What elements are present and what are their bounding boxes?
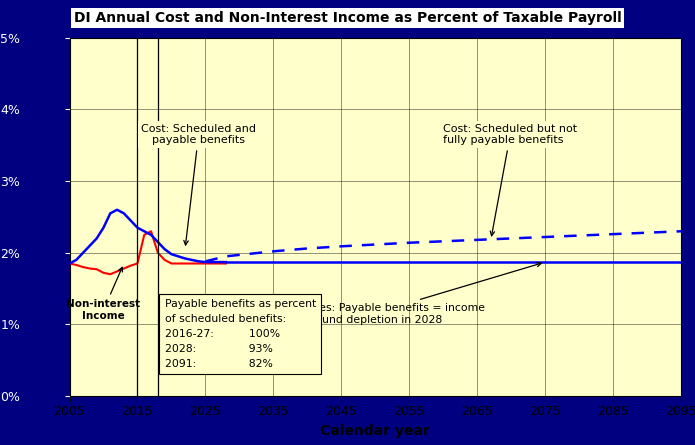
Text: Expenditures: Payable benefits = income
after trust fund depletion in 2028: Expenditures: Payable benefits = income … (260, 263, 541, 324)
Text: DI Annual Cost and Non-Interest Income as Percent of Taxable Payroll: DI Annual Cost and Non-Interest Income a… (74, 11, 621, 25)
Text: Cost: Scheduled and
payable benefits: Cost: Scheduled and payable benefits (141, 124, 256, 245)
Text: Non-interest
Income: Non-interest Income (67, 267, 140, 321)
Text: Cost: Scheduled but not
fully payable benefits: Cost: Scheduled but not fully payable be… (443, 124, 578, 236)
X-axis label: Calendar year: Calendar year (320, 424, 430, 437)
Text: Payable benefits as percent
of scheduled benefits:
2016-27:          100%
2028: : Payable benefits as percent of scheduled… (165, 299, 316, 368)
